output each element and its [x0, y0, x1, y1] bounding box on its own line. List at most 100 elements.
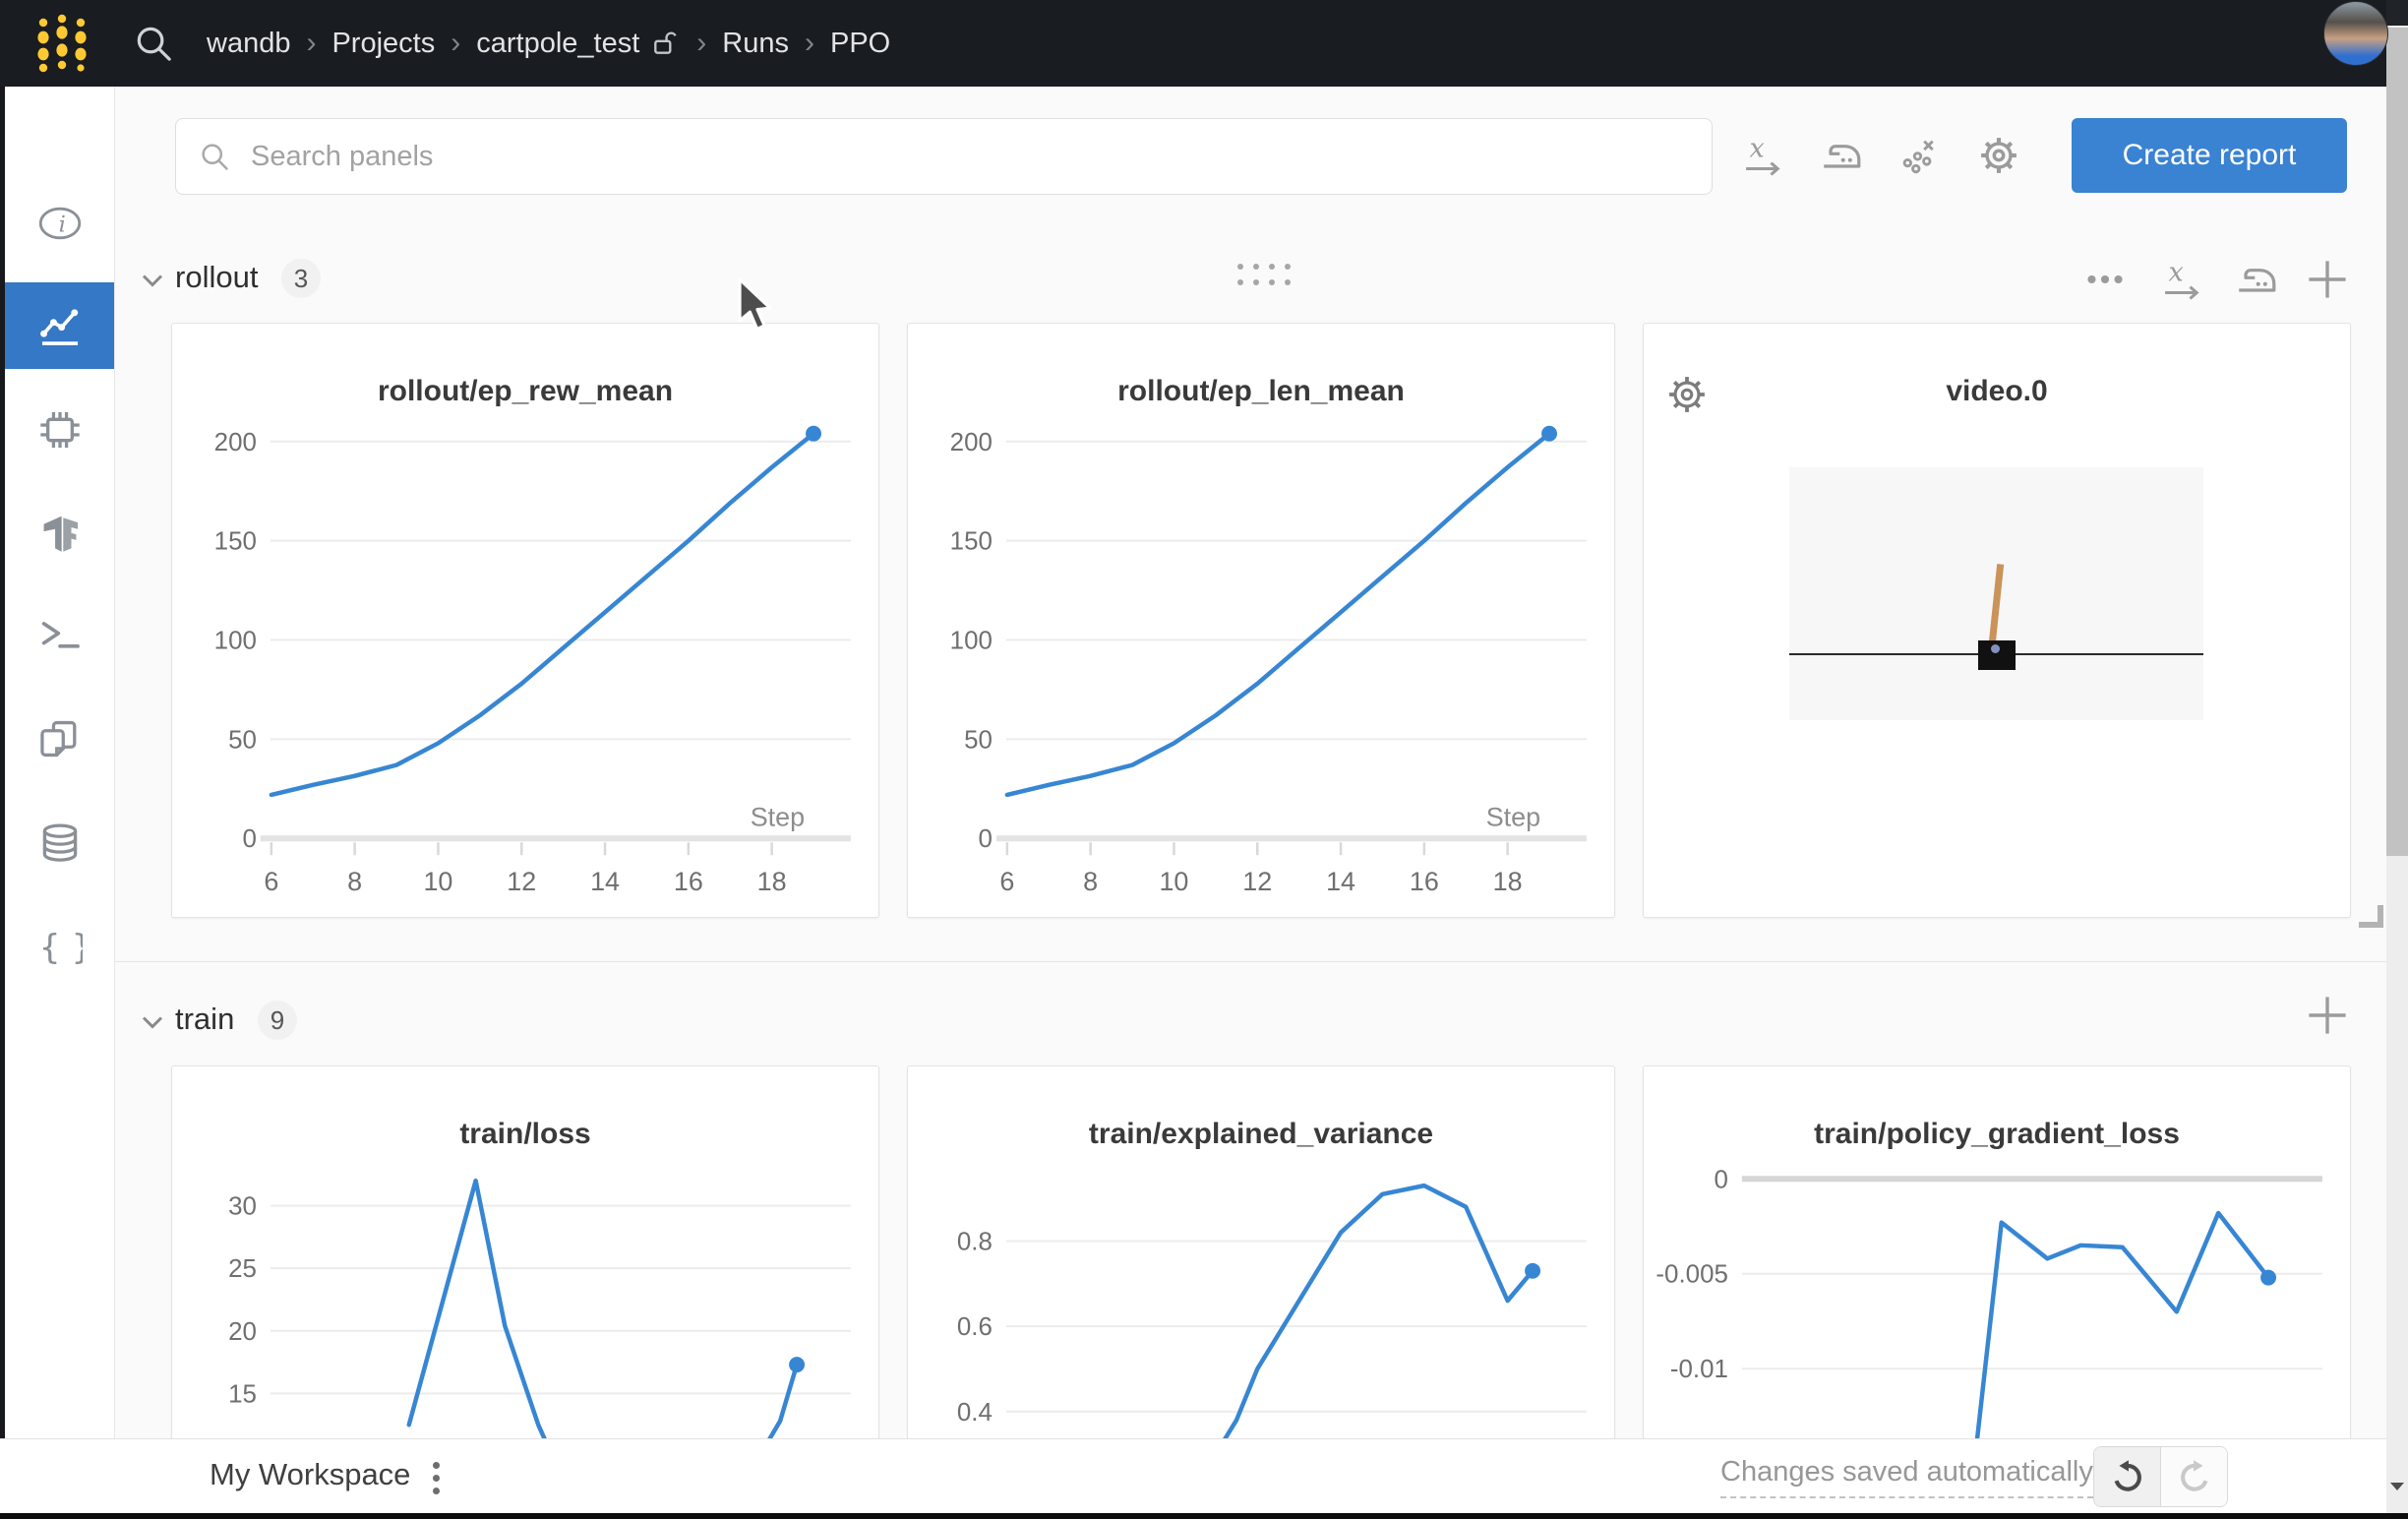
svg-text:12: 12	[507, 867, 536, 896]
breadcrumb-item[interactable]: Runs	[722, 27, 789, 59]
svg-text:14: 14	[1326, 867, 1355, 896]
panel-title: train/loss	[459, 1118, 591, 1150]
redo-button[interactable]	[2161, 1447, 2227, 1506]
gear-icon[interactable]	[1977, 134, 2020, 177]
svg-text:150: 150	[950, 528, 993, 556]
files-icon	[39, 720, 76, 758]
svg-text:0: 0	[1714, 1166, 1727, 1193]
chevron-down-icon[interactable]	[138, 266, 167, 295]
svg-text:-0.01: -0.01	[1670, 1356, 1728, 1383]
sidebar-item-artifacts[interactable]	[5, 800, 114, 886]
sidebar-item-model[interactable]	[5, 489, 114, 576]
plus-icon[interactable]	[2306, 258, 2349, 301]
undo-redo-group	[2093, 1446, 2228, 1507]
svg-text:8: 8	[1083, 867, 1098, 896]
chevron-right-icon: ›	[306, 27, 317, 59]
panel-settings-iron-icon[interactable]	[2235, 258, 2278, 301]
svg-text:100: 100	[214, 627, 257, 654]
workspace-menu-kebab-icon[interactable]	[421, 1455, 451, 1500]
line-chart: 0-0.005-0.01-0.015-0.02Step	[1656, 1166, 2322, 1486]
svg-text:50: 50	[228, 726, 257, 754]
svg-text:150: 150	[214, 528, 257, 556]
gear-icon[interactable]	[1665, 373, 1709, 416]
sidebar-item-overview[interactable]: i	[5, 180, 114, 267]
breadcrumb-item[interactable]: cartpole_test	[476, 27, 640, 59]
panel-title: rollout/ep_len_mean	[1117, 375, 1405, 407]
system-chip-icon	[39, 411, 80, 449]
scrollbar-down-arrow-icon[interactable]	[2389, 1480, 2405, 1493]
workspace-footer-bar: My Workspace Changes saved automatically	[0, 1438, 2386, 1514]
breadcrumb-item[interactable]: Projects	[331, 27, 436, 59]
outliers-icon[interactable]	[1898, 134, 1942, 177]
svg-text:16: 16	[1410, 867, 1439, 896]
create-report-button[interactable]: Create report	[2072, 118, 2347, 193]
svg-text:Step: Step	[1486, 802, 1540, 831]
panel-rollout-ep-len-mean[interactable]: rollout/ep_len_mean 0 50 100 150 200 6 8 10 12 14…	[907, 323, 1615, 918]
undo-icon	[2114, 1460, 2141, 1491]
svg-text:100: 100	[950, 627, 993, 654]
chevron-down-icon[interactable]	[138, 1007, 167, 1037]
svg-text:{ }: { }	[38, 929, 82, 968]
panel-title: train/policy_gradient_loss	[1814, 1118, 2180, 1150]
top-navbar: wandb › Projects › cartpole_test › Runs › PPO	[0, 0, 2388, 87]
tensorflow-icon	[43, 516, 78, 552]
info-icon: i	[38, 207, 81, 240]
section-divider	[114, 961, 2386, 962]
sidebar-item-logs[interactable]	[5, 593, 114, 680]
search-icon	[202, 144, 228, 170]
wandb-logo-icon[interactable]	[30, 11, 94, 76]
panel-title: rollout/ep_rew_mean	[377, 375, 674, 407]
vertical-scrollbar[interactable]	[2386, 26, 2408, 1519]
navbar-corner	[2386, 0, 2408, 26]
section-train-label[interactable]: train	[175, 1002, 235, 1036]
scrollbar-thumb[interactable]	[2386, 28, 2408, 856]
svg-text:i: i	[58, 212, 65, 237]
svg-text:0: 0	[242, 825, 256, 853]
x-axis-icon[interactable]: x	[1741, 134, 1784, 177]
search-icon[interactable]	[132, 22, 175, 65]
svg-text:14: 14	[590, 867, 620, 896]
svg-text:25: 25	[228, 1255, 257, 1283]
plus-icon[interactable]	[2306, 994, 2349, 1037]
breadcrumb: wandb › Projects › cartpole_test › Runs › PPO	[207, 0, 890, 87]
user-avatar[interactable]	[2323, 1, 2388, 66]
svg-text:Step: Step	[751, 802, 805, 831]
section-drag-handle[interactable]	[1237, 264, 1291, 285]
breadcrumb-item[interactable]: PPO	[829, 27, 891, 59]
svg-text:10: 10	[423, 867, 452, 896]
svg-text:0.6: 0.6	[957, 1313, 993, 1341]
sidebar-item-files[interactable]	[5, 696, 114, 782]
cartpole-video-frame[interactable]	[1789, 467, 2203, 720]
x-axis-icon[interactable]: x	[2160, 258, 2203, 301]
sidebar-item-charts[interactable]	[5, 282, 114, 369]
undo-button[interactable]	[2094, 1447, 2161, 1506]
redo-icon	[2180, 1460, 2207, 1491]
search-panels-box	[175, 118, 1713, 195]
cartpole-pole	[1988, 564, 2005, 651]
panel-settings-iron-icon[interactable]	[1820, 134, 1863, 177]
panel-video-0[interactable]: video.0	[1643, 323, 2351, 918]
unlock-icon	[651, 29, 681, 58]
chevron-right-icon: ›	[804, 27, 814, 59]
breadcrumb-item[interactable]: wandb	[207, 27, 291, 59]
svg-text:200: 200	[214, 429, 257, 456]
section-rollout-label[interactable]: rollout	[175, 260, 259, 294]
search-panels-input[interactable]	[249, 139, 1630, 174]
svg-text:16: 16	[674, 867, 703, 896]
svg-text:8: 8	[347, 867, 362, 896]
workspace-title[interactable]: My Workspace	[210, 1457, 411, 1491]
panel-rollout-ep-rew-mean[interactable]: rollout/ep_rew_mean 0 50 100 150 200 6 8 10 12 14…	[171, 323, 879, 918]
svg-text:x: x	[1749, 134, 1764, 164]
svg-text:30: 30	[228, 1193, 257, 1221]
line-chart-icon	[39, 309, 78, 345]
window-edge	[0, 87, 5, 1513]
autosave-status: Changes saved automatically	[1720, 1456, 2093, 1498]
raw-config-braces-icon: { }	[38, 929, 82, 968]
sidebar-item-raw-config[interactable]: { }	[5, 904, 114, 991]
section-resize-handle[interactable]	[2355, 901, 2384, 931]
chevron-right-icon: ›	[696, 27, 707, 59]
cartpole-axle	[1991, 644, 2000, 653]
sidebar-item-system[interactable]	[5, 387, 114, 473]
ellipsis-icon[interactable]	[2083, 258, 2127, 301]
svg-text:15: 15	[228, 1380, 257, 1408]
